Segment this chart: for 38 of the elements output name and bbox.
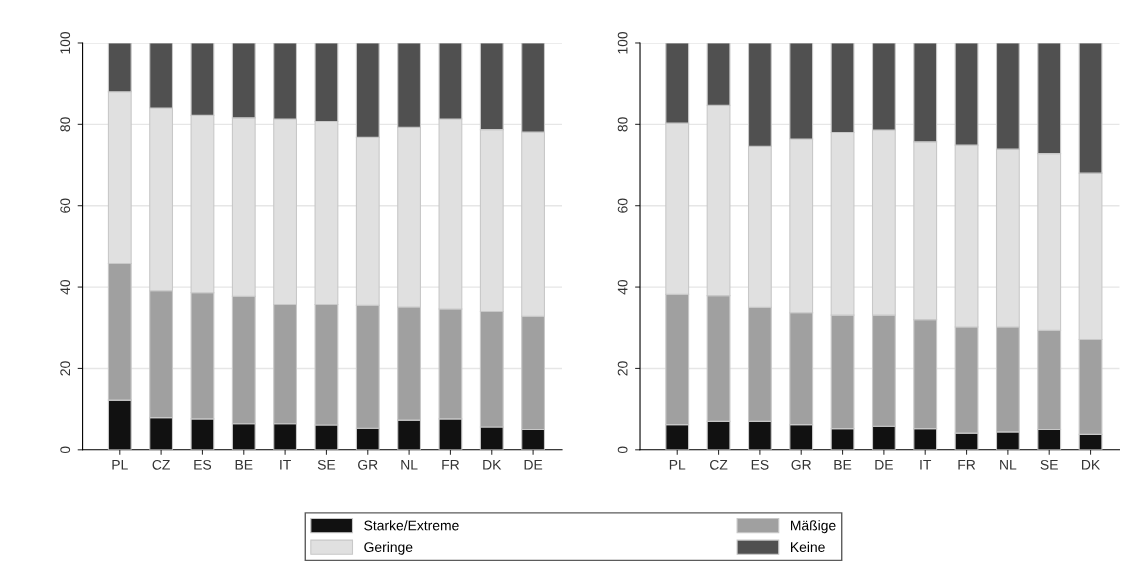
- y-tick-label: 100: [617, 31, 628, 54]
- x-tick-label: CZ: [152, 459, 170, 470]
- x-tick-label: GR: [791, 459, 811, 470]
- legend-label: Keine: [791, 541, 825, 553]
- x-tick-label: NL: [401, 460, 418, 470]
- x-tick-label: ES: [194, 459, 212, 470]
- x-tick-label: DK: [483, 460, 502, 470]
- y-tick-label: 0: [60, 446, 71, 454]
- y-tick-label: 40: [617, 279, 628, 295]
- y-tick-label: 20: [617, 361, 628, 376]
- x-tick-label: ES: [751, 459, 769, 470]
- x-tick-label: IT: [920, 460, 932, 470]
- y-tick-label: 40: [60, 279, 71, 295]
- x-tick-label: IT: [280, 460, 291, 470]
- x-tick-label: GR: [358, 459, 378, 470]
- x-tick-label: FR: [442, 460, 460, 470]
- x-tick-label: BE: [235, 460, 253, 470]
- y-tick-label: 100: [60, 31, 71, 54]
- y-tick-label: 80: [617, 117, 628, 132]
- x-tick-label: NL: [1000, 460, 1017, 470]
- y-tick-label: 60: [617, 198, 628, 213]
- x-tick-label: PL: [669, 460, 686, 470]
- x-tick-label: FR: [958, 460, 976, 470]
- x-tick-label: SE: [317, 459, 336, 470]
- x-tick-label: CZ: [710, 459, 728, 470]
- x-tick-label: SE: [1040, 459, 1058, 470]
- y-tick-label: 20: [60, 361, 71, 376]
- x-tick-label: DE: [524, 460, 543, 470]
- y-tick-label: 80: [60, 117, 71, 132]
- x-tick-label: DK: [1082, 460, 1101, 470]
- y-tick-label: 0: [617, 446, 628, 454]
- x-tick-label: DE: [875, 460, 893, 470]
- x-tick-label: PL: [112, 460, 128, 470]
- x-tick-label: BE: [834, 460, 852, 470]
- legend-label: Geringe: [364, 541, 413, 555]
- y-tick-label: 60: [60, 198, 71, 213]
- legend-label: Mäßige: [791, 520, 836, 534]
- legend-label: Starke/Extreme: [364, 520, 459, 531]
